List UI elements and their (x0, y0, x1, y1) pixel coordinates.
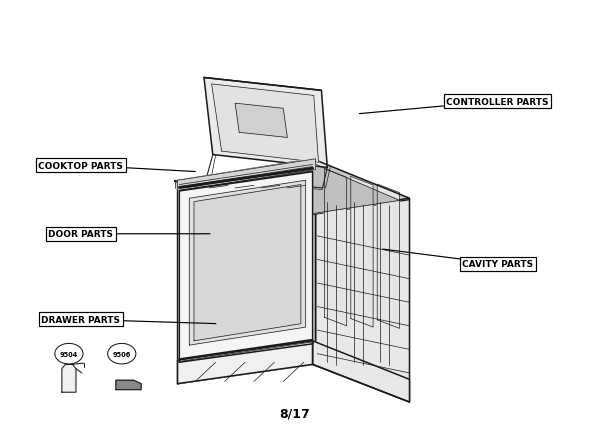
Text: 8/17: 8/17 (280, 406, 310, 419)
Polygon shape (194, 185, 301, 341)
Text: CAVITY PARTS: CAVITY PARTS (462, 260, 533, 269)
Polygon shape (178, 160, 316, 191)
Text: 9506: 9506 (113, 351, 131, 357)
Polygon shape (316, 162, 409, 401)
Text: 9504: 9504 (60, 351, 78, 357)
Text: DRAWER PARTS: DRAWER PARTS (41, 315, 120, 324)
Polygon shape (179, 172, 313, 362)
Text: DOOR PARTS: DOOR PARTS (48, 230, 113, 239)
Polygon shape (351, 177, 373, 327)
Circle shape (55, 344, 83, 364)
Polygon shape (62, 365, 76, 392)
Polygon shape (235, 104, 287, 138)
Polygon shape (116, 381, 141, 390)
Circle shape (108, 344, 136, 364)
Polygon shape (189, 181, 306, 345)
Polygon shape (212, 85, 319, 163)
Polygon shape (178, 162, 316, 384)
Polygon shape (377, 184, 399, 329)
Text: COOKTOP PARTS: COOKTOP PARTS (38, 161, 123, 170)
Polygon shape (175, 160, 409, 220)
Polygon shape (313, 341, 409, 402)
Text: CONTROLLER PARTS: CONTROLLER PARTS (447, 97, 549, 106)
Polygon shape (178, 341, 313, 384)
Polygon shape (186, 164, 399, 220)
Polygon shape (204, 78, 327, 168)
Polygon shape (178, 162, 409, 221)
Polygon shape (324, 169, 347, 326)
